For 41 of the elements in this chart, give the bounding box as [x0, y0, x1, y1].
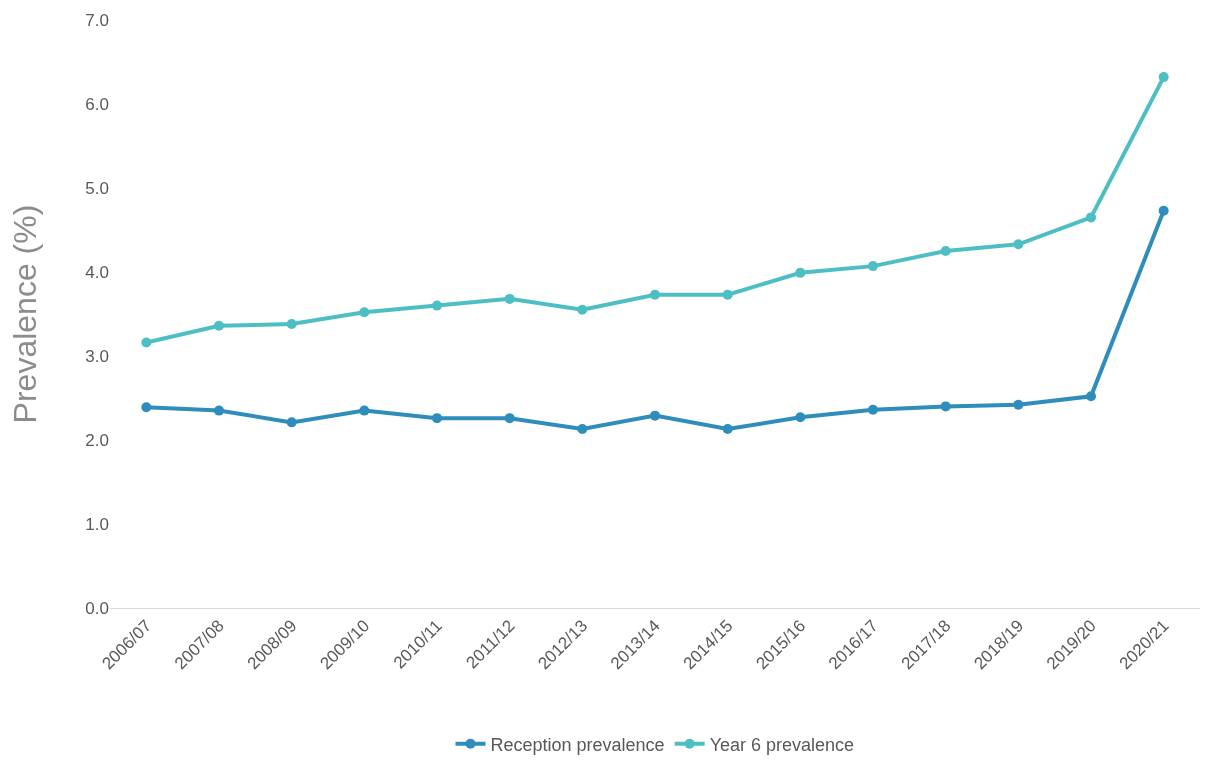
point [141, 402, 152, 413]
point [1013, 399, 1024, 410]
y-tick-label: 4.0 [85, 262, 109, 282]
point [940, 246, 951, 256]
point [722, 289, 733, 300]
y-tick-label: 7.0 [85, 10, 109, 30]
y-tick-label: 3.0 [85, 346, 109, 366]
y-tick-label: 2.0 [85, 430, 109, 450]
point [214, 405, 224, 416]
point [214, 320, 224, 331]
y-axis-title: Prevalence (%) [7, 204, 43, 424]
point [1158, 72, 1169, 83]
y-tick-label: 1.0 [85, 514, 109, 534]
legend-label: Year 6 prevalence [709, 734, 855, 755]
point [795, 267, 806, 278]
point [286, 319, 297, 330]
point [432, 413, 442, 424]
point [432, 300, 442, 311]
point [359, 405, 370, 416]
point [286, 417, 297, 428]
point [141, 337, 152, 348]
point [577, 304, 588, 315]
point [504, 293, 515, 304]
point [650, 289, 660, 300]
legend-label: Reception prevalence [490, 734, 665, 755]
y-tick-label: 6.0 [85, 94, 109, 114]
point [1086, 391, 1096, 402]
point [577, 424, 588, 435]
point [868, 261, 878, 272]
y-tick-label: 0.0 [85, 598, 109, 618]
point [1013, 239, 1024, 250]
point [1158, 205, 1169, 216]
point [1086, 212, 1096, 223]
y-tick-label: 5.0 [85, 178, 109, 198]
point [650, 410, 660, 421]
point [795, 412, 806, 423]
point [359, 307, 370, 318]
point [868, 404, 878, 415]
point [504, 413, 515, 424]
point [722, 424, 733, 435]
point [940, 401, 951, 412]
